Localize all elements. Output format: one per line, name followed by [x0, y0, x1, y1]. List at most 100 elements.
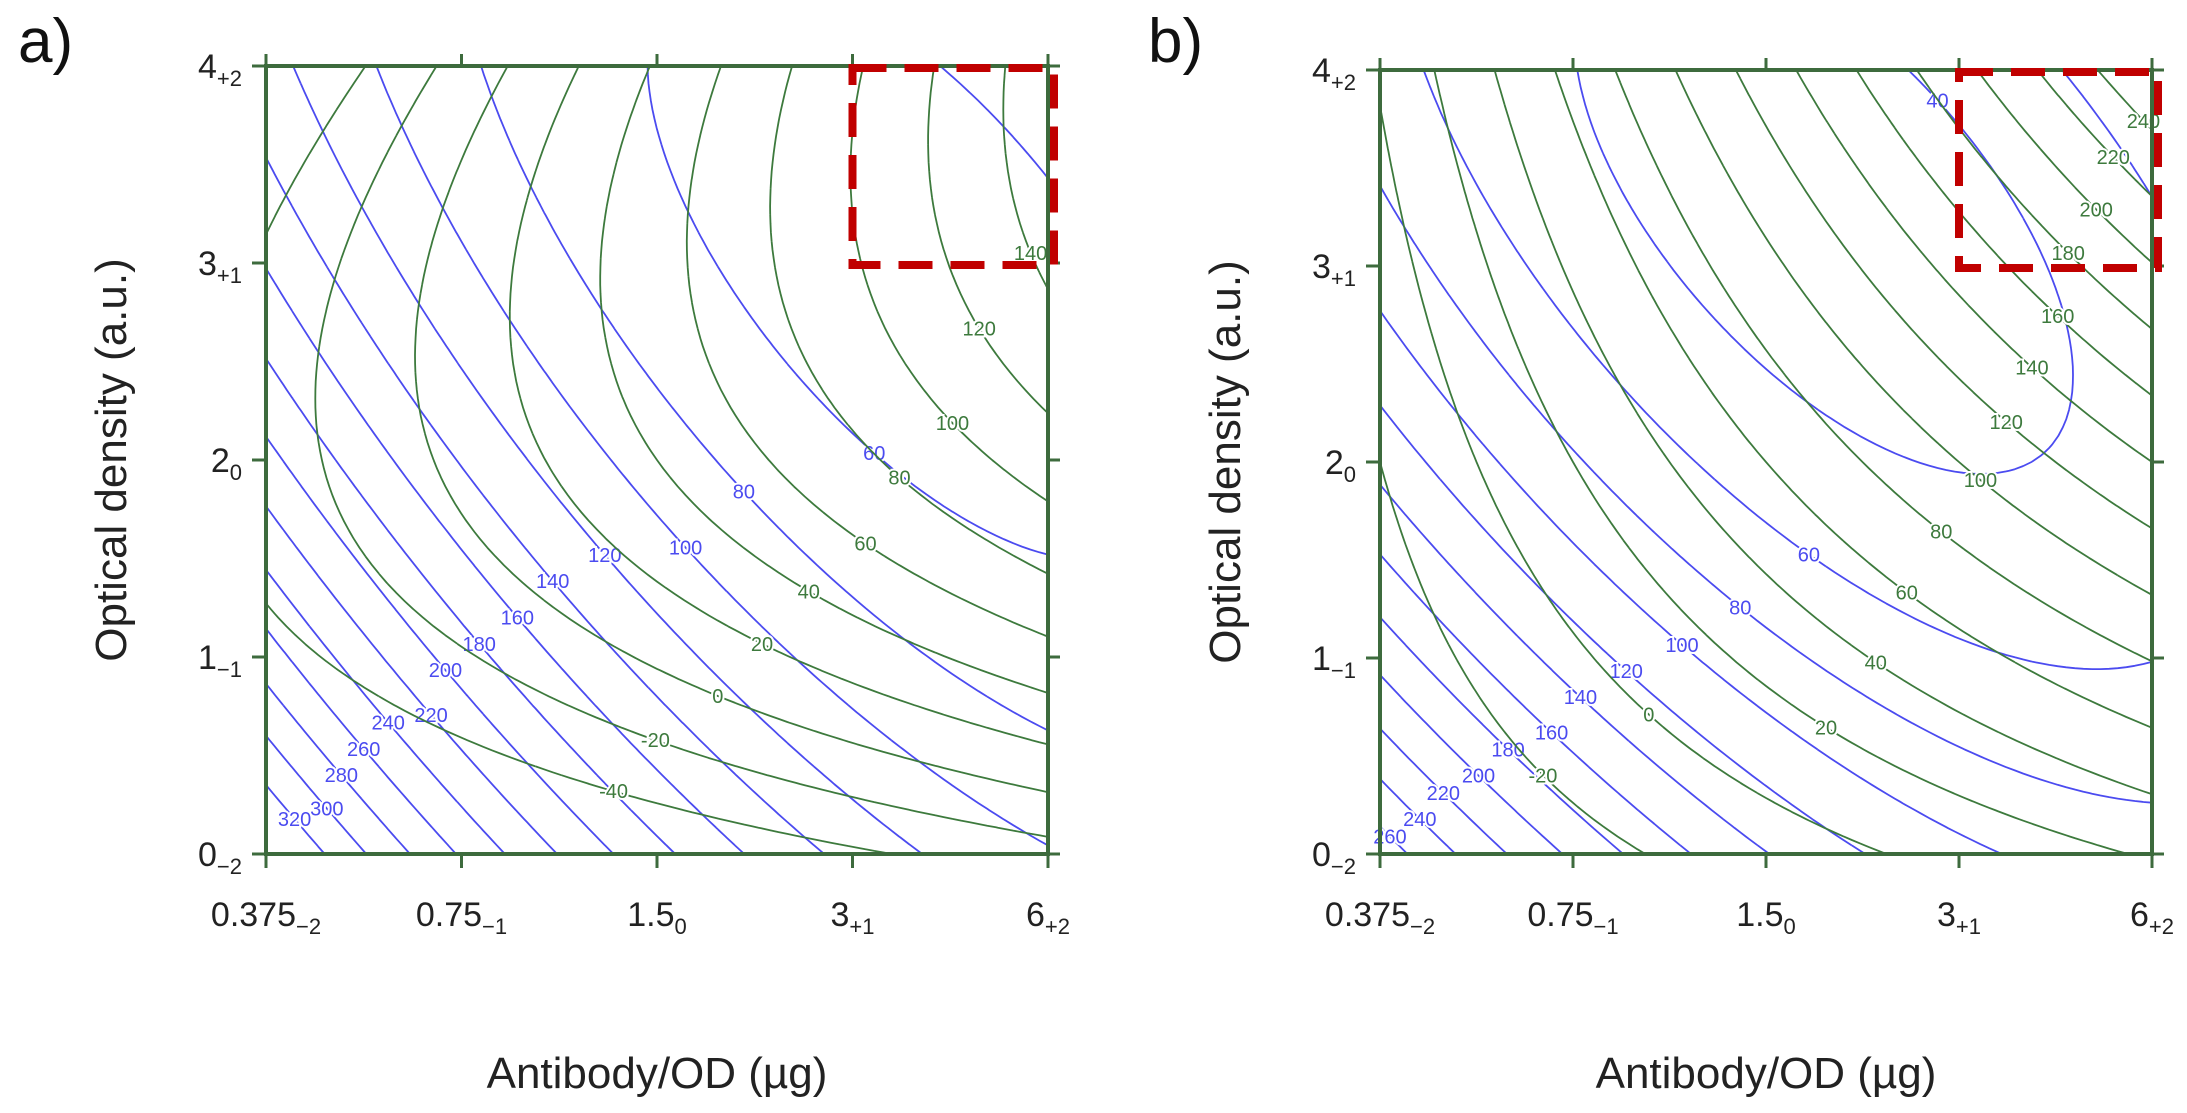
y-tick-label: 0−2 [1312, 836, 1356, 879]
y-tick-label: 0−2 [198, 836, 242, 879]
response-green-contour-label: 60 [854, 534, 876, 556]
response-green-contour-140 [1795, 69, 2153, 463]
x-tick-label: 3+1 [1937, 896, 1981, 939]
response-blue-contour-100 [1379, 310, 2003, 855]
tick-sub: +1 [217, 263, 242, 288]
tick-sub: 0 [675, 914, 687, 939]
tick-sub: −1 [1331, 658, 1356, 683]
response-blue-contour-label: 260 [347, 739, 380, 761]
response-blue-contour-label: 300 [310, 799, 343, 821]
response-blue-contour-140 [1379, 484, 1770, 855]
y-axis-title: Optical density (a.u.) [1201, 260, 1250, 664]
response-blue-contour-80 [1379, 185, 2153, 804]
response-green-contour-label: 0 [1643, 705, 1654, 727]
response-green-contour-60 [685, 65, 1049, 638]
response-green-contour-80 [1614, 69, 2153, 663]
response-blue-contour-label: 80 [1729, 597, 1751, 619]
response-green-contour-0 [1379, 105, 1887, 855]
tick-sub: −2 [1410, 914, 1435, 939]
response-blue-contour-220 [265, 505, 558, 855]
response-green-contour-160 [1855, 69, 2153, 397]
x-tick-label: 0.75−1 [416, 896, 507, 939]
x-axis-title: Antibody/OD (µg) [1596, 1049, 1937, 1098]
y-tick-label: 3+1 [1312, 248, 1356, 291]
response-green-contour-100 [1674, 69, 2153, 596]
response-blue-contour-160 [265, 267, 745, 855]
response-blue-contour-label: 120 [588, 545, 621, 567]
response-green-contour-label: 80 [1930, 522, 1952, 544]
tick-main: 0 [198, 836, 217, 874]
response-green-contour-0 [414, 65, 1049, 794]
tick-sub: +2 [1331, 70, 1356, 95]
response-blue-contour-60 [1422, 69, 2153, 670]
response-blue-contour-300 [265, 735, 367, 855]
tick-sub: 0 [1784, 914, 1796, 939]
contour-lines: 406080100120140160180200220240260-200204… [1371, 69, 2162, 855]
response-blue-contour-180 [1379, 616, 1624, 855]
tick-main: 0.375 [211, 896, 296, 934]
tick-sub: 0 [1344, 462, 1356, 487]
tick-main: 4 [198, 48, 217, 86]
tick-main: 4 [1312, 52, 1331, 90]
response-green-contour-40 [1493, 69, 2153, 796]
x-tick-label: 1.50 [627, 896, 687, 939]
response-green-contour-120 [927, 65, 1049, 414]
response-blue-contour-label: 200 [429, 660, 462, 682]
y-tick-label: 1−1 [1312, 640, 1356, 683]
response-blue-contour-label: 140 [536, 571, 569, 593]
x-tick-label: 6+2 [2130, 896, 2174, 939]
response-blue-contour-label: 240 [372, 713, 405, 735]
response-blue-contour-180 [265, 358, 676, 855]
tick-sub: −2 [1331, 854, 1356, 879]
response-green-contour-220 [2036, 69, 2153, 197]
response-blue-contour-100 [375, 65, 1049, 847]
y-tick-label: 20 [1325, 444, 1356, 487]
response-green-contour-label: -20 [641, 730, 670, 752]
response-blue-contour-label: 200 [1462, 766, 1495, 788]
tick-main: 0 [1312, 836, 1331, 874]
tick-main: 1 [1312, 640, 1331, 678]
response-green-contour-label: 120 [962, 319, 995, 341]
panel-label: b) [1148, 7, 1203, 76]
response-blue-contour-220 [1379, 727, 1508, 855]
tick-sub: 0 [230, 460, 242, 485]
x-tick-label: 3+1 [830, 896, 874, 939]
response-green-contour-100 [849, 65, 1049, 503]
tick-main: 6 [1026, 896, 1045, 934]
response-blue-contour-label: 100 [1665, 635, 1698, 657]
x-tick-label: 0.375−2 [1325, 896, 1435, 939]
response-blue-contour-160 [1379, 553, 1692, 855]
tick-main: 2 [211, 442, 230, 480]
tick-sub: −1 [217, 657, 242, 682]
response-green-contour-label: 120 [1989, 412, 2022, 434]
tick-sub: −2 [296, 914, 321, 939]
tick-main: 3 [1312, 248, 1331, 286]
tick-sub: −2 [217, 854, 242, 879]
response-green-contour-label: 20 [751, 634, 773, 656]
panel-a: a)60801001201401601802002202402602803003… [18, 7, 1070, 1098]
response-green-contour-label: 160 [2041, 306, 2074, 328]
response-green-contour--40 [265, 65, 892, 855]
tick-sub: −1 [482, 914, 507, 939]
response-blue-contour-label: 280 [325, 765, 358, 787]
response-green-contour-20 [508, 65, 1049, 746]
response-blue-contour-200 [265, 436, 615, 855]
response-green-contour-label: -40 [599, 781, 628, 803]
tick-sub: +1 [1331, 266, 1356, 291]
y-tick-label: 1−1 [198, 639, 242, 682]
response-blue-contour-label: 120 [1610, 661, 1643, 683]
response-blue-contour-200 [1379, 674, 1564, 855]
response-blue-contour-label: 220 [1427, 783, 1460, 805]
y-tick-label: 20 [211, 442, 242, 485]
response-green-contour-label: 80 [888, 468, 910, 490]
response-blue-contour-260 [265, 628, 457, 855]
tick-main: 0.375 [1325, 896, 1410, 934]
response-blue-contour-140 [265, 157, 825, 855]
panel-b: b)406080100120140160180200220240260-2002… [1148, 7, 2174, 1098]
response-blue-contour-label: 320 [278, 809, 311, 831]
response-green-contour-60 [1554, 69, 2153, 729]
tick-sub: +2 [2149, 914, 2174, 939]
response-green-contour-label: 220 [2097, 147, 2130, 169]
response-blue-contour-320 [265, 784, 326, 855]
response-green-contour-label: 60 [1896, 583, 1918, 605]
